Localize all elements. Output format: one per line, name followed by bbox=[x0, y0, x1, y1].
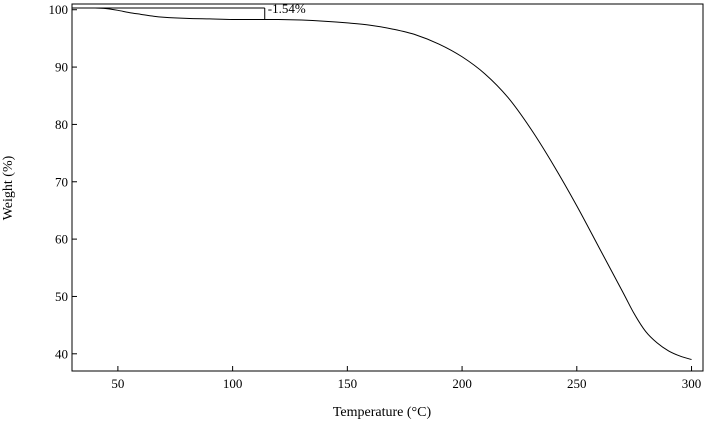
x-tick-label: 100 bbox=[223, 376, 243, 391]
y-tick-label: 90 bbox=[55, 60, 68, 75]
y-axis-label: Weight (%) bbox=[1, 155, 16, 220]
annotation-label: -1.54% bbox=[268, 1, 306, 16]
x-axis-label: Temperature (°C) bbox=[333, 405, 432, 420]
plot-frame bbox=[71, 3, 704, 372]
x-tick-label: 300 bbox=[682, 376, 702, 391]
x-axis-ticks: 50 100 150 200 250 300 bbox=[111, 366, 701, 391]
x-tick-label: 50 bbox=[111, 376, 124, 391]
x-tick-label: 200 bbox=[452, 376, 472, 391]
y-tick-label: 50 bbox=[55, 289, 68, 304]
y-tick-label: 60 bbox=[55, 232, 68, 247]
mass-loss-annotation: -1.54% bbox=[72, 1, 306, 20]
y-tick-label: 80 bbox=[55, 117, 68, 132]
y-tick-label: 100 bbox=[49, 2, 69, 17]
weight-curve bbox=[71, 7, 692, 361]
x-tick-label: 250 bbox=[567, 376, 587, 391]
y-tick-label: 40 bbox=[55, 346, 68, 361]
x-tick-label: 150 bbox=[338, 376, 358, 391]
y-tick-label: 70 bbox=[55, 174, 68, 189]
y-axis-ticks: 40 50 60 70 80 90 100 bbox=[49, 2, 77, 361]
